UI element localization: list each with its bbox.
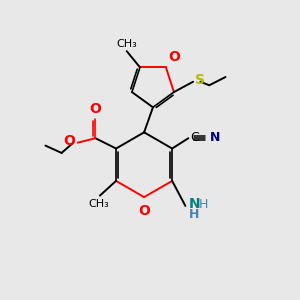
Text: H: H <box>199 198 208 211</box>
Text: N: N <box>210 131 220 144</box>
Text: O: O <box>138 205 150 218</box>
Text: S: S <box>195 73 206 87</box>
Text: C: C <box>190 131 199 144</box>
Text: CH₃: CH₃ <box>116 39 137 49</box>
Text: CH₃: CH₃ <box>88 199 109 209</box>
Text: O: O <box>64 134 75 148</box>
Text: H: H <box>189 208 199 221</box>
Text: O: O <box>168 50 180 64</box>
Text: N: N <box>189 197 201 212</box>
Text: O: O <box>89 102 101 116</box>
